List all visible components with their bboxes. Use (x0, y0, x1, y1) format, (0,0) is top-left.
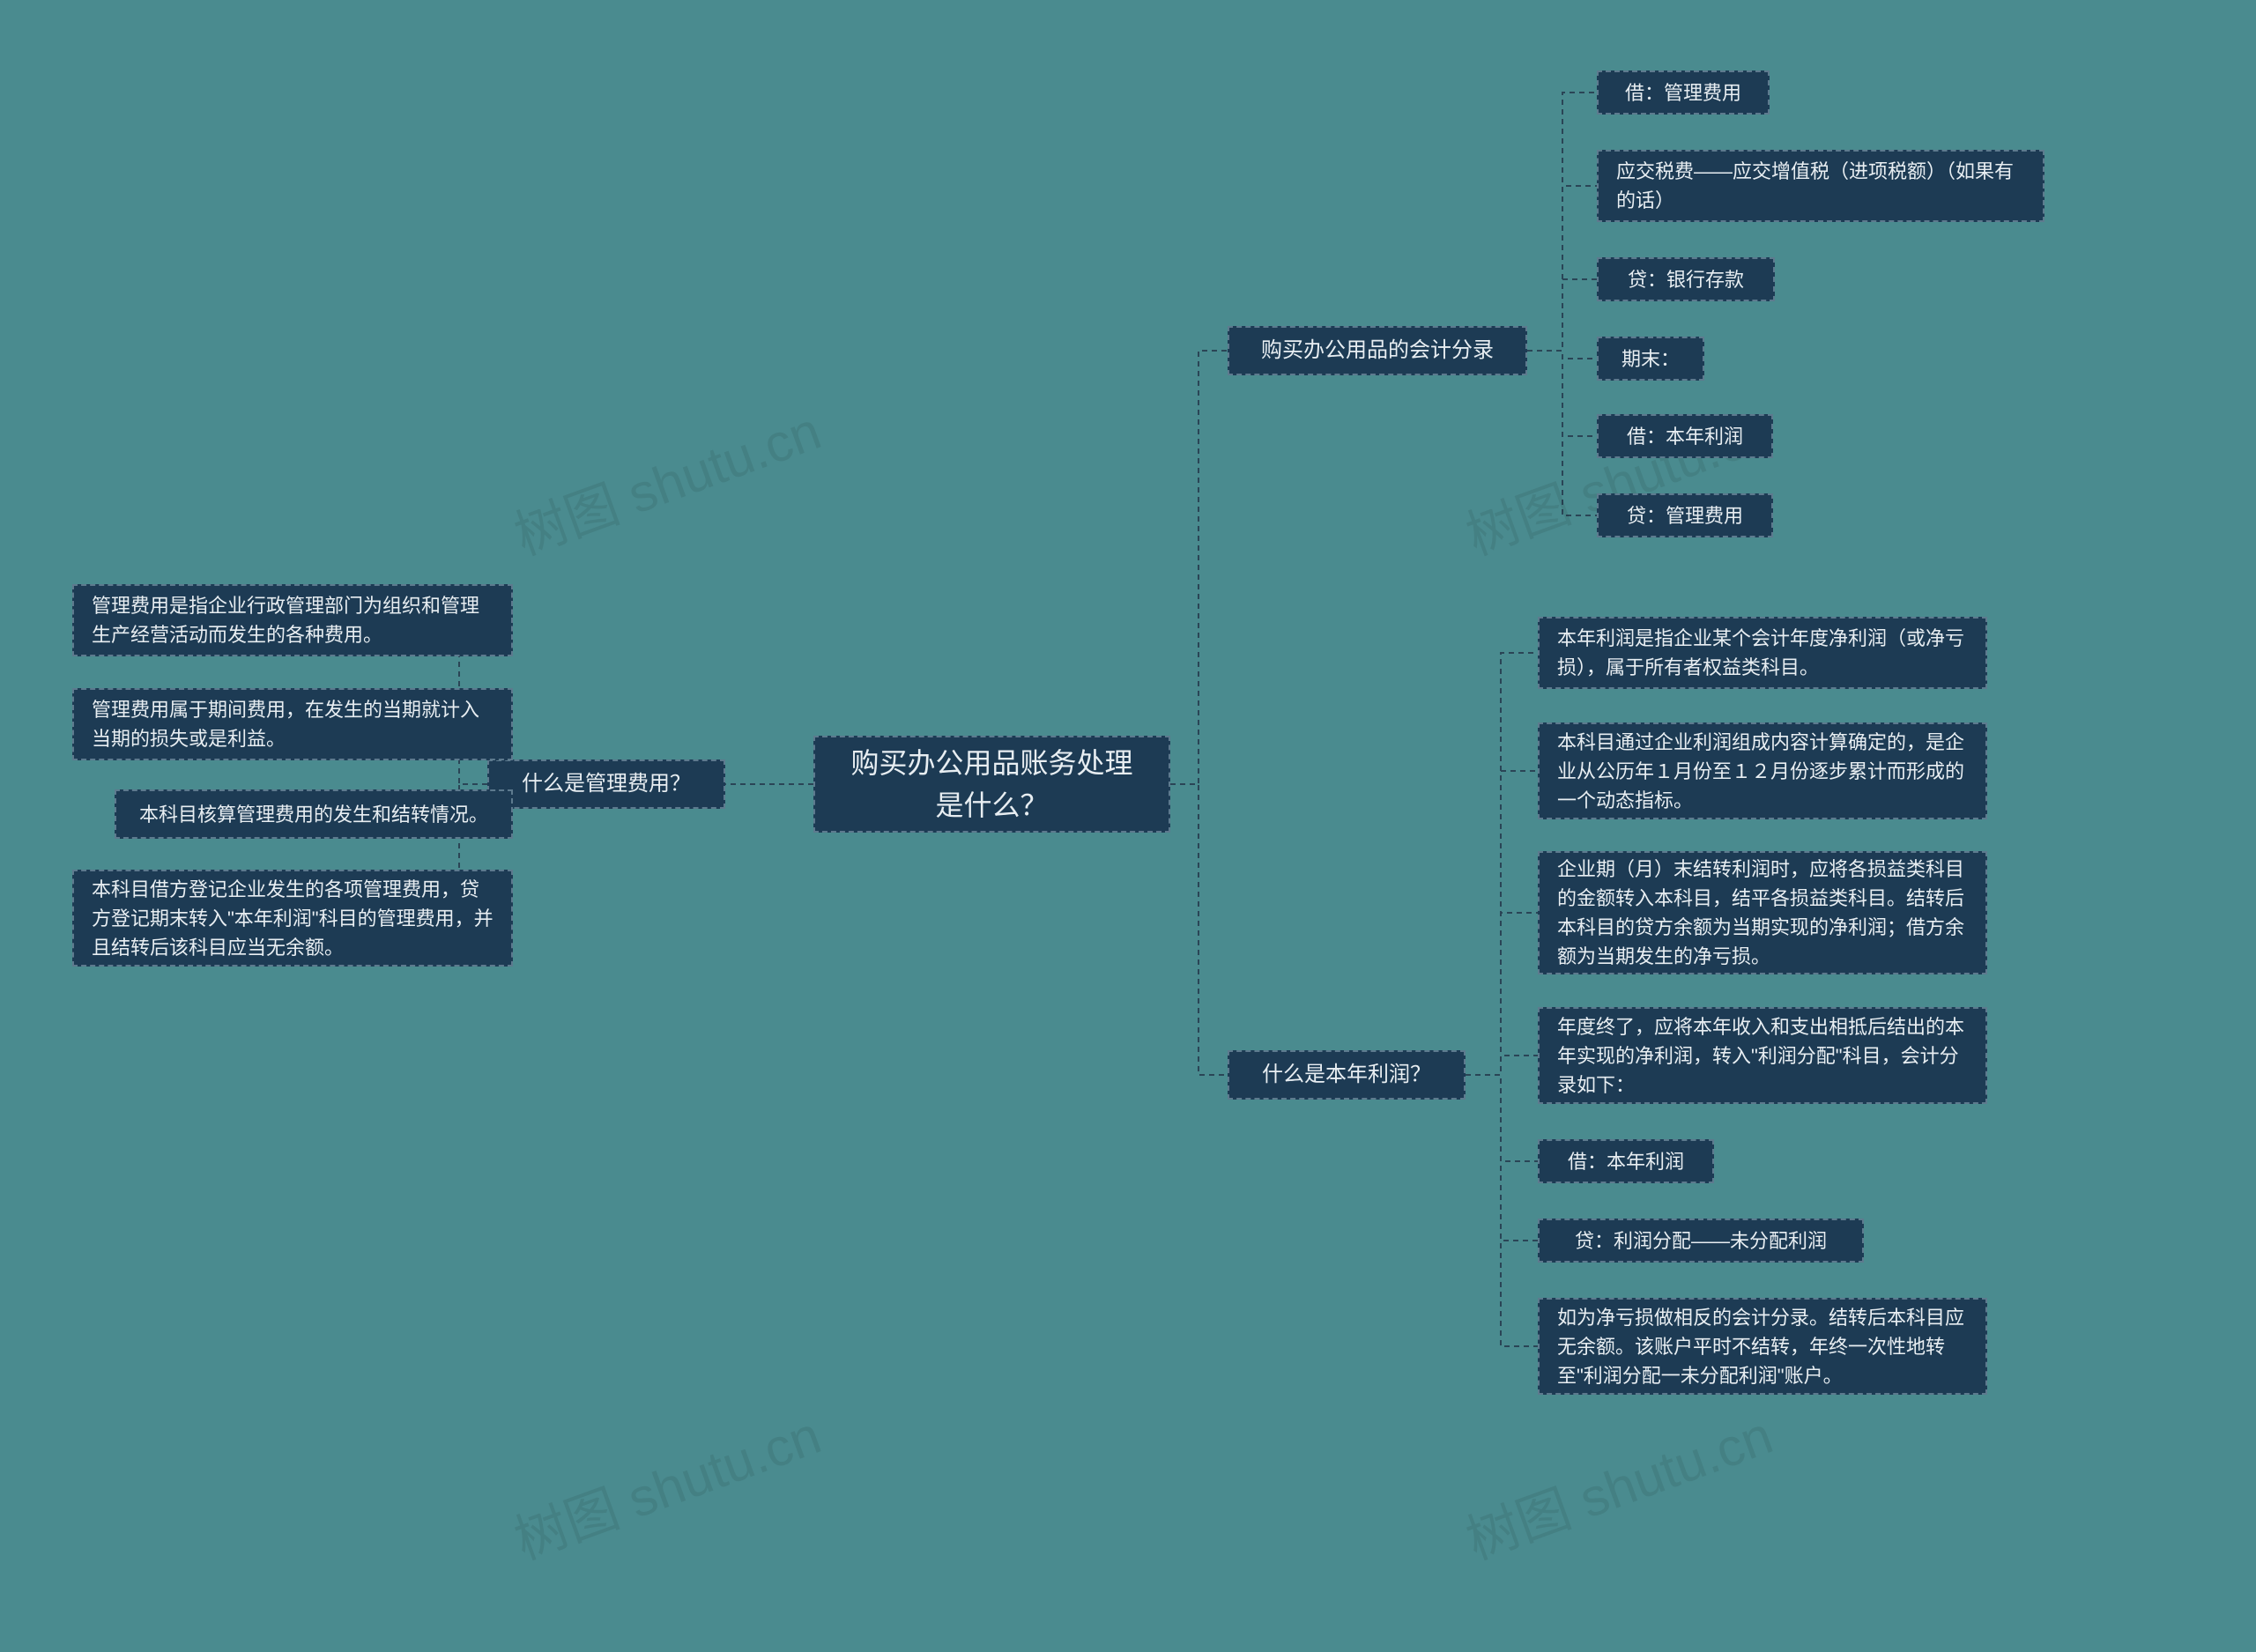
leaf-r1c5: 借：本年利润 (1597, 414, 1773, 458)
leaf-r2c6: 贷：利润分配——未分配利润 (1538, 1219, 1864, 1263)
branch-right-journal-entry: 购买办公用品的会计分录 (1228, 326, 1527, 375)
watermark: 树图 shutu.cn (502, 1393, 829, 1574)
leaf-r1c2: 应交税费——应交增值税（进项税额）（如果有的话） (1597, 150, 2044, 222)
leaf-l1c2: 管理费用属于期间费用，在发生的当期就计入当期的损失或是利益。 (72, 688, 513, 760)
leaf-r1c1: 借：管理费用 (1597, 70, 1770, 115)
leaf-l1c4: 本科目借方登记企业发生的各项管理费用，贷方登记期末转入"本年利润"科目的管理费用… (72, 870, 513, 967)
leaf-l1c1: 管理费用是指企业行政管理部门为组织和管理生产经营活动而发生的各种费用。 (72, 584, 513, 656)
leaf-r1c6: 贷：管理费用 (1597, 493, 1773, 537)
watermark: 树图 shutu.cn (1454, 1393, 1781, 1574)
leaf-r2c7: 如为净亏损做相反的会计分录。结转后本科目应无余额。该账户平时不结转，年终一次性地… (1538, 1298, 1987, 1395)
watermark: 树图 shutu.cn (502, 389, 829, 570)
branch-right-current-year-profit: 什么是本年利润？ (1228, 1050, 1466, 1100)
branch-left-management-expense: 什么是管理费用？ (487, 759, 725, 809)
leaf-r2c2: 本科目通过企业利润组成内容计算确定的，是企业从公历年１月份至１２月份逐步累计而形… (1538, 722, 1987, 819)
leaf-r1c4: 期末： (1597, 337, 1704, 381)
leaf-r2c1: 本年利润是指企业某个会计年度净利润（或净亏损），属于所有者权益类科目。 (1538, 617, 1987, 689)
leaf-r2c5: 借：本年利润 (1538, 1139, 1714, 1183)
leaf-l1c3: 本科目核算管理费用的发生和结转情况。 (115, 789, 513, 839)
leaf-r2c4: 年度终了，应将本年收入和支出相抵后结出的本年实现的净利润，转入"利润分配"科目，… (1538, 1007, 1987, 1104)
root-node: 购买办公用品账务处理是什么？ (813, 736, 1170, 833)
leaf-r2c3: 企业期（月）末结转利润时，应将各损益类科目的金额转入本科目，结平各损益类科目。结… (1538, 851, 1987, 974)
leaf-r1c3: 贷：银行存款 (1597, 257, 1775, 301)
